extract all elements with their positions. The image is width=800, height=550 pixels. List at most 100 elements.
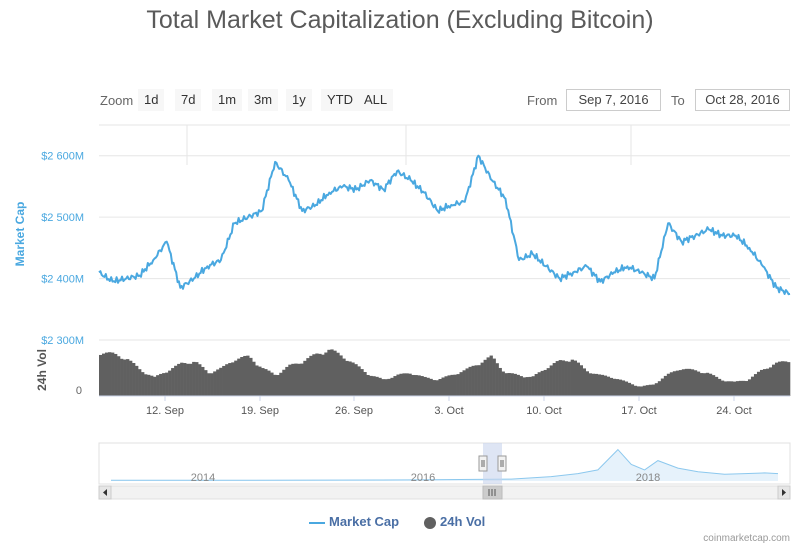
volume-bar	[357, 366, 361, 396]
volume-bar	[414, 375, 418, 396]
zoom-button-1y[interactable]: 1y	[286, 89, 312, 111]
volume-bar	[339, 355, 343, 396]
volume-bar	[501, 371, 505, 396]
volume-bar	[417, 375, 421, 396]
to-date-input[interactable]: Oct 28, 2016	[695, 89, 790, 111]
legend-market-cap[interactable]: Market Cap	[309, 514, 399, 529]
volume-bar	[255, 365, 259, 396]
from-date-input[interactable]: Sep 7, 2016	[566, 89, 661, 111]
volume-bar	[699, 373, 704, 396]
volume-bar	[147, 374, 151, 396]
volume-bar	[576, 362, 580, 396]
zoom-button-1m[interactable]: 1m	[212, 89, 243, 111]
x-tick-label: 10. Oct	[526, 405, 561, 417]
volume-bar	[564, 361, 568, 396]
volume-bar	[684, 368, 689, 396]
volume-bar	[294, 363, 298, 396]
watermark[interactable]: coinmarketcap.com	[703, 533, 790, 544]
volume-bar	[645, 385, 650, 396]
volume-bar	[327, 349, 331, 396]
zoom-button-7d[interactable]: 7d	[175, 89, 202, 111]
volume-bar	[186, 363, 190, 396]
volume-bar	[150, 375, 154, 396]
navigator-right-handle[interactable]	[497, 455, 507, 472]
volume-bar	[735, 381, 740, 396]
volume-bar	[351, 362, 355, 396]
volume-bar	[537, 372, 541, 396]
volume-bar	[783, 361, 788, 396]
zoom-button-all[interactable]: ALL	[358, 89, 394, 111]
navigator-area	[111, 449, 778, 481]
volume-bar	[774, 362, 779, 396]
volume-bar	[375, 376, 379, 396]
navigator-left-handle[interactable]	[478, 455, 488, 472]
volume-bar	[138, 369, 142, 396]
volume-bar	[681, 369, 686, 396]
volume-bar	[204, 370, 208, 396]
zoom-button-ytd[interactable]: YTD	[321, 89, 359, 111]
volume-bar	[687, 368, 692, 396]
volume-bar	[330, 349, 334, 396]
volume-bar	[588, 373, 593, 396]
volume-bar	[534, 374, 538, 396]
navigator-selection[interactable]	[483, 443, 502, 484]
volume-bar	[384, 379, 388, 396]
volume-bar	[198, 364, 202, 396]
volume-bar	[303, 360, 307, 396]
zoom-button-3m[interactable]: 3m	[248, 89, 279, 111]
volume-bar	[582, 368, 587, 396]
volume-bar	[678, 370, 683, 396]
volume-bar	[702, 373, 707, 396]
legend-24h-vol[interactable]: 24h Vol	[424, 514, 485, 529]
volume-bar	[354, 364, 358, 396]
scrollbar[interactable]	[98, 485, 791, 500]
navigator[interactable]: 2014 2016 2018	[98, 442, 791, 500]
volume-bar	[129, 360, 133, 396]
volume-bar	[348, 361, 352, 396]
volume-bar	[408, 373, 412, 396]
volume-bar	[234, 360, 238, 396]
x-tick-label: 24. Oct	[716, 405, 751, 417]
y-tick-label: $2 500M	[41, 212, 84, 224]
x-tick-label: 26. Sep	[335, 405, 373, 417]
volume-bar	[207, 373, 211, 396]
volume-bar	[183, 363, 187, 396]
volume-bar	[492, 358, 496, 396]
volume-bar	[297, 363, 301, 396]
volume-bar	[273, 374, 277, 396]
volume-bar	[597, 374, 602, 396]
volume-bar	[396, 374, 400, 396]
volume-bar	[372, 376, 376, 396]
volume-bar	[219, 367, 223, 396]
volume-bar	[99, 354, 103, 396]
volume-bar	[693, 370, 698, 396]
y-tick-label: $2 400M	[41, 274, 84, 286]
market-cap-line	[98, 154, 791, 296]
volume-bar	[642, 385, 647, 396]
scroll-right-arrow-icon[interactable]	[777, 485, 791, 500]
volume-bar	[771, 364, 776, 396]
volume-bar	[669, 372, 674, 396]
volume-bar	[270, 372, 274, 396]
volume-bar	[228, 363, 232, 396]
volume-bar	[453, 374, 457, 396]
volume-bar	[759, 369, 764, 396]
volume-bar	[276, 375, 280, 396]
legend-line-icon	[309, 521, 325, 524]
navigator-tick-label: 2014	[191, 472, 215, 484]
volume-bar	[555, 361, 559, 396]
volume-bar	[189, 363, 193, 396]
volume-bar	[780, 361, 785, 396]
volume-bar	[153, 376, 157, 396]
volume-bar	[423, 376, 427, 396]
volume-bar	[561, 360, 565, 396]
zoom-button-1d[interactable]: 1d	[138, 89, 165, 111]
scroll-left-arrow-icon[interactable]	[98, 485, 112, 500]
volume-bar	[651, 384, 656, 396]
x-tick-label: 3. Oct	[434, 405, 463, 417]
volume-bar	[648, 384, 653, 396]
y-tick-label: $2 300M	[41, 335, 84, 347]
volume-bar	[615, 379, 620, 396]
volume-bar	[624, 381, 629, 396]
